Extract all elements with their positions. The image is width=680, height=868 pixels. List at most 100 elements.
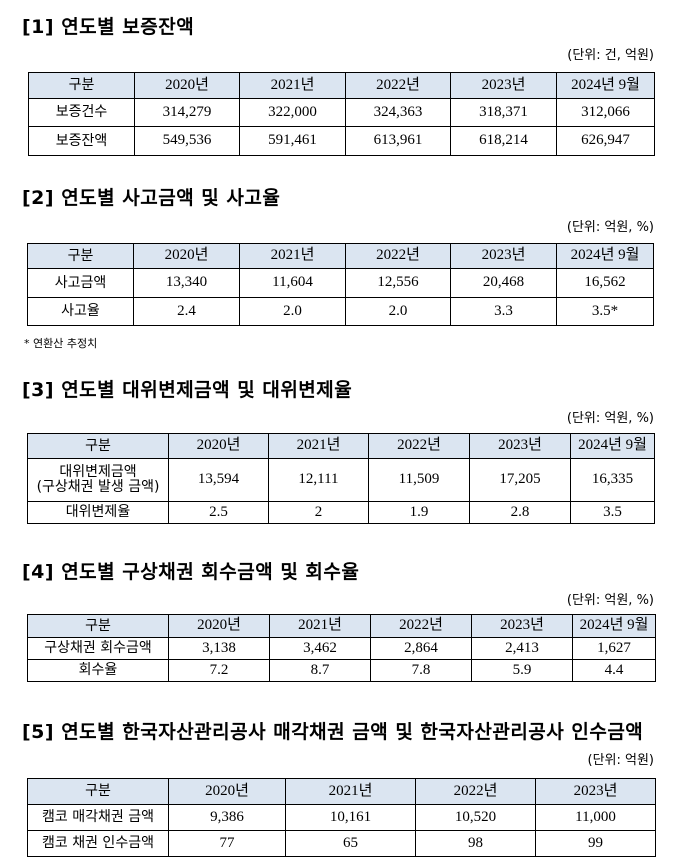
section-title: [3] 연도별 대위변제금액 및 대위변제율 [22, 379, 353, 401]
table-cell: 626,947 [556, 126, 655, 156]
column-header: 2020년 [168, 433, 269, 459]
table-cell: 77 [168, 830, 286, 857]
header-row: 구분 2020년 2021년 2022년 2023년 2024년 9월 [27, 614, 656, 638]
table-cell: 591,461 [239, 126, 346, 156]
data-table: 구분 2020년 2021년 2022년 2023년 2024년 9월 보증건수 314,27… [28, 72, 655, 156]
column-header: 구분 [27, 614, 169, 638]
column-header: 구분 [28, 72, 135, 99]
header-row: 구분 2020년 2021년 2022년 2023년 2024년 9월 [28, 72, 655, 99]
table-cell: 11,604 [239, 268, 346, 298]
table-cell: 2,413 [471, 637, 573, 660]
column-header: 구분 [27, 243, 134, 269]
header-row: 구분 2020년 2021년 2022년 2023년 2024년 9월 [27, 433, 655, 459]
column-header: 2020년 [168, 778, 286, 805]
table-cell: 322,000 [239, 98, 346, 127]
table-cell: 3.5 [570, 501, 655, 524]
column-header: 2023년 [450, 72, 557, 99]
table-cell: 65 [285, 830, 416, 857]
table-cell: 20,468 [450, 268, 557, 298]
table-cell: 8.7 [269, 659, 371, 682]
table-row: 대위변제율 2.5 2 1.9 2.8 3.5 [27, 501, 655, 524]
table-cell: 7.2 [168, 659, 270, 682]
table-cell: 618,214 [450, 126, 557, 156]
column-header: 2020년 [168, 614, 270, 638]
column-header: 2021년 [285, 778, 416, 805]
table-cell: 312,066 [556, 98, 655, 127]
table-cell: 16,562 [556, 268, 654, 298]
table-row: 대위변제금액 (구상채권 발생 금액) 13,594 12,111 11,509 17,… [27, 458, 655, 502]
data-table: 구분 2020년 2021년 2022년 2023년 2024년 9월 구상채권 회수금액 3… [27, 614, 656, 682]
column-header: 2022년 [370, 614, 472, 638]
column-header: 2023년 [471, 614, 573, 638]
table-cell: 12,111 [268, 458, 369, 502]
column-header: 2020년 [133, 243, 240, 269]
row-label: 사고금액 [27, 268, 134, 298]
row-label: 보증잔액 [28, 126, 135, 156]
table-cell: 7.8 [370, 659, 472, 682]
row-label: 대위변제금액 (구상채권 발생 금액) [27, 458, 169, 502]
row-label: 구상채권 회수금액 [27, 637, 169, 660]
column-header: 2024년 9월 [556, 243, 654, 269]
column-header: 2024년 9월 [556, 72, 655, 99]
unit-label: (단위: 건, 억원) [567, 48, 654, 63]
table-cell: 613,961 [345, 126, 451, 156]
column-header: 2021년 [239, 243, 346, 269]
table-row: 사고금액 13,340 11,604 12,556 20,468 16,562 [27, 268, 654, 298]
table-row: 보증잔액 549,536 591,461 613,961 618,214 626,947 [28, 126, 655, 156]
table-cell: 3.3 [450, 297, 557, 326]
table-cell: 3.5* [556, 297, 654, 326]
table-cell: 11,509 [368, 458, 470, 502]
table-cell: 2.0 [239, 297, 346, 326]
section-title: [1] 연도별 보증잔액 [22, 16, 195, 38]
table-cell: 4.4 [572, 659, 656, 682]
row-label: 캠코 채권 인수금액 [27, 830, 169, 857]
column-header: 2021년 [269, 614, 371, 638]
table-cell: 3,138 [168, 637, 270, 660]
column-header: 구분 [27, 433, 169, 459]
row-label: 회수율 [27, 659, 169, 682]
table-cell: 11,000 [535, 804, 656, 831]
table-row: 회수율 7.2 8.7 7.8 5.9 4.4 [27, 659, 656, 682]
row-label: 캠코 매각채권 금액 [27, 804, 169, 831]
table-cell: 2.8 [469, 501, 571, 524]
table-cell: 13,594 [168, 458, 269, 502]
table-cell: 98 [415, 830, 536, 857]
column-header: 2022년 [345, 243, 451, 269]
table-cell: 2 [268, 501, 369, 524]
table-cell: 3,462 [269, 637, 371, 660]
column-header: 2024년 9월 [570, 433, 655, 459]
section-title: [4] 연도별 구상채권 회수금액 및 회수율 [22, 561, 360, 583]
section-title: [5] 연도별 한국자산관리공사 매각채권 금액 및 한국자산관리공사 인수금액 [22, 721, 644, 743]
section-title: [2] 연도별 사고금액 및 사고율 [22, 187, 281, 209]
table-cell: 16,335 [570, 458, 655, 502]
table-row: 사고율 2.4 2.0 2.0 3.3 3.5* [27, 297, 654, 326]
table-cell: 318,371 [450, 98, 557, 127]
column-header: 2023년 [450, 243, 557, 269]
header-row: 구분 2020년 2021년 2022년 2023년 2024년 9월 [27, 243, 654, 269]
table-cell: 2.4 [133, 297, 240, 326]
table-cell: 10,161 [285, 804, 416, 831]
table-cell: 324,363 [345, 98, 451, 127]
row-label: 대위변제율 [27, 501, 169, 524]
column-header: 2024년 9월 [572, 614, 656, 638]
column-header: 2021년 [239, 72, 346, 99]
table-cell: 5.9 [471, 659, 573, 682]
table-cell: 99 [535, 830, 656, 857]
table-row: 보증건수 314,279 322,000 324,363 318,371 312,066 [28, 98, 655, 127]
column-header: 2022년 [345, 72, 451, 99]
unit-label: (단위: 억원, %) [566, 411, 654, 426]
column-header: 2022년 [368, 433, 470, 459]
data-table: 구분 2020년 2021년 2022년 2023년 2024년 9월 사고금액 13,340… [27, 243, 654, 326]
column-header: 2021년 [268, 433, 369, 459]
header-row: 구분 2020년 2021년 2022년 2023년 [27, 778, 656, 805]
table-cell: 549,536 [134, 126, 240, 156]
footnote: * 연환산 추정치 [24, 337, 98, 350]
data-table: 구분 2020년 2021년 2022년 2023년 캠코 매각채권 금액 9,386 10,… [27, 778, 656, 857]
table-cell: 2,864 [370, 637, 472, 660]
table-row: 캠코 매각채권 금액 9,386 10,161 10,520 11,000 [27, 804, 656, 831]
table-cell: 1,627 [572, 637, 656, 660]
row-label: 보증건수 [28, 98, 135, 127]
table-cell: 2.0 [345, 297, 451, 326]
table-cell: 10,520 [415, 804, 536, 831]
table-cell: 9,386 [168, 804, 286, 831]
